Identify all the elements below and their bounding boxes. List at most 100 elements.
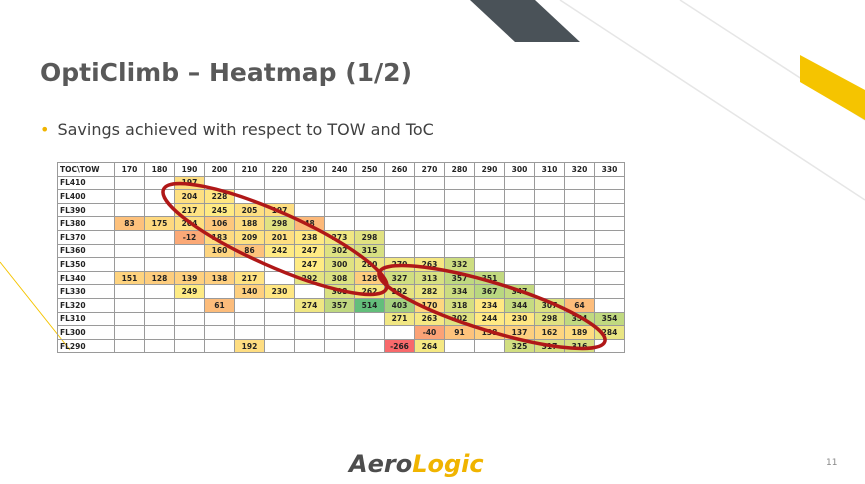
empty-cell	[144, 257, 175, 272]
cell: 244	[474, 311, 505, 327]
row-label: FL310	[57, 311, 115, 327]
empty-cell	[414, 189, 445, 204]
cell: 298	[534, 311, 565, 327]
empty-cell	[264, 338, 295, 354]
column-header: 170	[114, 162, 145, 177]
empty-cell	[174, 297, 205, 313]
logo-part: Logic	[412, 450, 484, 478]
header-row: TOC\TOW 170 180 190 200 210 220 230 240 250 260 270…	[57, 162, 625, 177]
empty-cell	[354, 202, 385, 218]
cell: 298	[264, 216, 295, 231]
empty-cell	[264, 257, 295, 272]
cell: 204	[174, 216, 205, 231]
empty-cell	[144, 311, 175, 327]
row-label: FL390	[57, 202, 115, 218]
empty-cell	[564, 270, 595, 286]
empty-cell	[294, 189, 325, 204]
empty-cell	[384, 243, 415, 259]
row: FL400 204 228	[57, 189, 625, 204]
cell: 205	[234, 202, 265, 218]
cell: 263	[414, 257, 445, 272]
cell: 514	[354, 297, 385, 313]
empty-cell	[174, 311, 205, 327]
cell: 247	[294, 257, 325, 272]
empty-cell	[204, 257, 235, 272]
cell: 189	[564, 325, 595, 340]
empty-cell	[594, 297, 625, 313]
row: FL330 249 140 230 308 262 292 282 334 367 347	[57, 284, 625, 299]
page-number: 11	[826, 458, 838, 468]
empty-cell	[294, 284, 325, 299]
empty-cell	[594, 338, 625, 354]
cell: 264	[414, 338, 445, 354]
empty-cell	[354, 175, 385, 191]
empty-cell	[234, 257, 265, 272]
empty-cell	[504, 270, 535, 286]
empty-cell	[414, 216, 445, 231]
cell: 230	[264, 284, 295, 299]
empty-cell	[594, 229, 625, 245]
cell: 138	[474, 325, 505, 340]
empty-cell	[114, 229, 145, 245]
empty-cell	[414, 229, 445, 245]
cell: 162	[534, 325, 565, 340]
cell: 351	[474, 270, 505, 286]
row: FL360 160 86 242 247 302 315	[57, 243, 625, 259]
empty-cell	[114, 202, 145, 218]
cell: 270	[384, 257, 415, 272]
cell: 284	[594, 325, 625, 340]
cell: 245	[204, 202, 235, 218]
column-header: 220	[264, 162, 295, 177]
cell: 317	[534, 338, 565, 354]
cell: 151	[114, 270, 145, 286]
empty-cell	[294, 311, 325, 327]
empty-cell	[264, 325, 295, 340]
empty-cell	[144, 202, 175, 218]
cell: 354	[594, 311, 625, 327]
cell: 228	[204, 189, 235, 204]
cell: 300	[324, 257, 355, 272]
empty-cell	[444, 175, 475, 191]
row-label: FL400	[57, 189, 115, 204]
empty-cell	[474, 189, 505, 204]
cell: 403	[384, 297, 415, 313]
empty-cell	[444, 202, 475, 218]
empty-cell	[534, 189, 565, 204]
column-header: 250	[354, 162, 385, 177]
cell: 316	[564, 338, 595, 354]
empty-cell	[114, 257, 145, 272]
empty-cell	[534, 243, 565, 259]
cell: 106	[204, 216, 235, 231]
empty-cell	[564, 216, 595, 231]
cell: 325	[504, 338, 535, 354]
empty-cell	[594, 202, 625, 218]
empty-cell	[144, 243, 175, 259]
column-header: 270	[414, 162, 445, 177]
empty-cell	[474, 202, 505, 218]
cell: 308	[324, 270, 355, 286]
bullet: • Savings achieved with respect to TOW an…	[40, 120, 434, 139]
row: FL410 197	[57, 175, 625, 191]
cell: 354	[564, 311, 595, 327]
cell: 263	[414, 311, 445, 327]
cell: 357	[444, 270, 475, 286]
empty-cell	[174, 338, 205, 354]
row-label: FL290	[57, 338, 115, 354]
cell: 137	[504, 325, 535, 340]
empty-cell	[144, 284, 175, 299]
cell: 83	[114, 216, 145, 231]
empty-cell	[534, 216, 565, 231]
column-header: 310	[534, 162, 565, 177]
cell: 318	[444, 297, 475, 313]
column-header: 180	[144, 162, 175, 177]
empty-cell	[474, 229, 505, 245]
cell: 315	[354, 243, 385, 259]
cell: 175	[144, 216, 175, 231]
empty-cell	[174, 243, 205, 259]
row: FL310 271 263 302 244 230 298 354 354	[57, 311, 625, 327]
empty-cell	[264, 297, 295, 313]
row-label: FL300	[57, 325, 115, 340]
empty-cell	[354, 325, 385, 340]
